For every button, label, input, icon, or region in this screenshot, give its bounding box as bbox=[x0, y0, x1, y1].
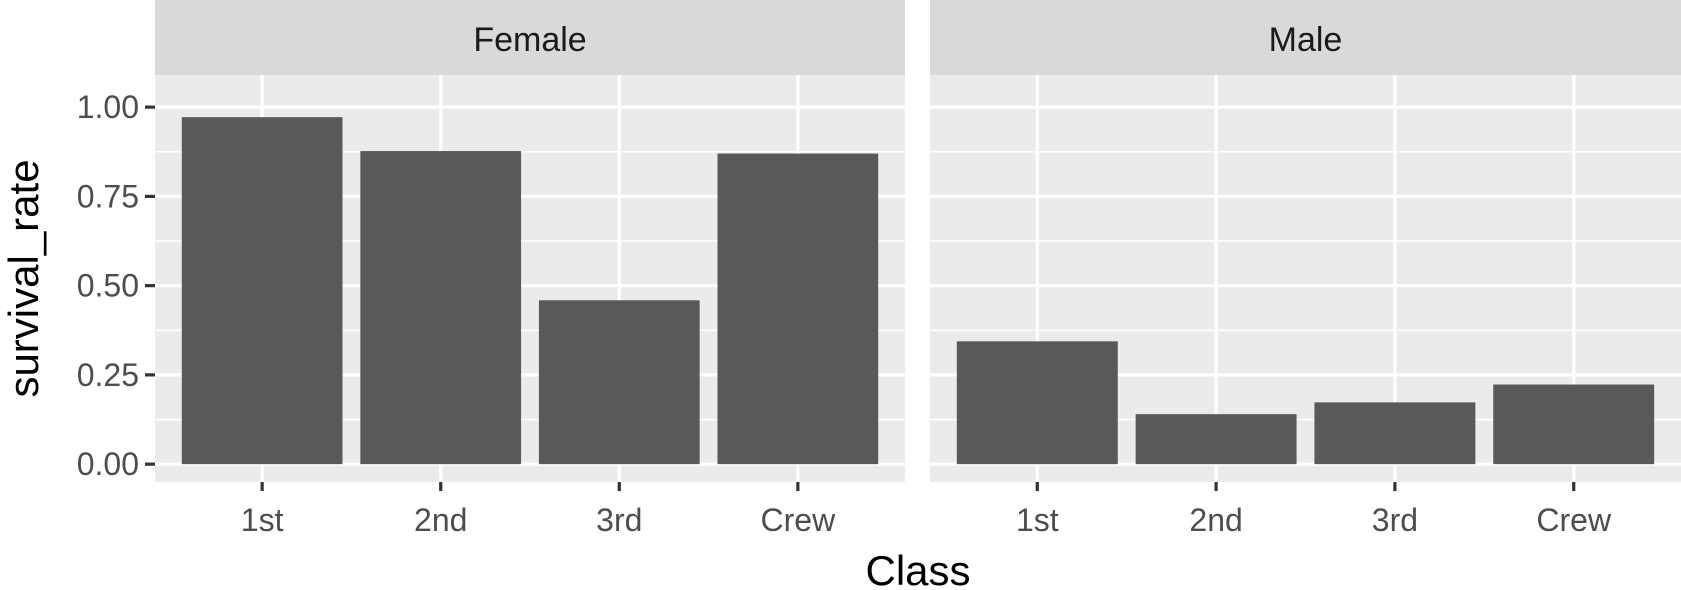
x-tick-label: 2nd bbox=[1189, 502, 1242, 538]
bar-male-2nd bbox=[1135, 414, 1297, 465]
x-tick-label: Crew bbox=[761, 502, 837, 538]
x-axis-title: Class bbox=[865, 547, 970, 590]
y-tick-label: 0.50 bbox=[77, 268, 139, 304]
facet-strip-label: Male bbox=[1269, 21, 1343, 59]
bar-female-1st bbox=[181, 117, 343, 465]
x-tick-label: 3rd bbox=[1372, 502, 1418, 538]
bar-female-crew bbox=[717, 153, 879, 465]
x-tick-label: 1st bbox=[1016, 502, 1059, 538]
bar-female-2nd bbox=[360, 151, 522, 465]
bar-male-crew bbox=[1493, 384, 1655, 465]
facet-strip-label: Female bbox=[473, 21, 586, 59]
y-tick-label: 0.00 bbox=[77, 446, 139, 482]
bar-female-3rd bbox=[538, 300, 700, 465]
bar-male-1st bbox=[956, 341, 1118, 465]
facet-strip-male bbox=[930, 0, 1681, 75]
y-axis-title: survival_rate bbox=[0, 159, 47, 397]
bar-male-3rd bbox=[1314, 402, 1476, 465]
x-tick-label: 2nd bbox=[414, 502, 467, 538]
x-tick-label: 3rd bbox=[596, 502, 642, 538]
facet-strip-female bbox=[155, 0, 905, 75]
y-tick-label: 0.25 bbox=[77, 357, 139, 393]
x-tick-label: Crew bbox=[1536, 502, 1612, 538]
y-tick-label: 1.00 bbox=[77, 89, 139, 125]
y-tick-label: 0.75 bbox=[77, 178, 139, 214]
x-tick-label: 1st bbox=[241, 502, 284, 538]
